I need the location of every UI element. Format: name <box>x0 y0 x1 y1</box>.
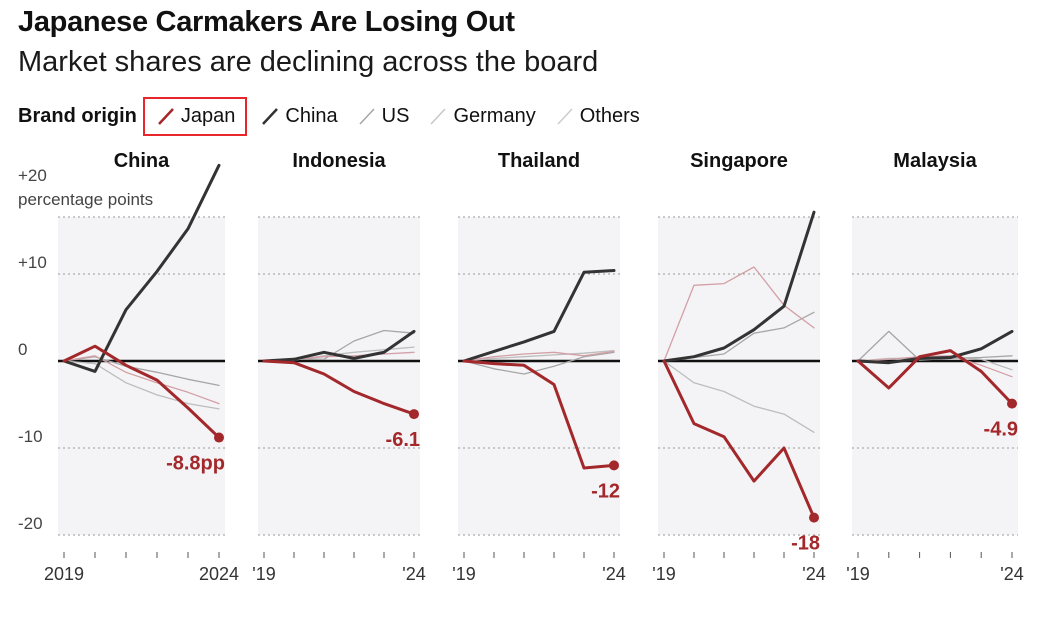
legend-swatch-us <box>359 108 375 125</box>
japan-end-point <box>214 432 224 443</box>
y-tick-label: 0 <box>18 340 27 359</box>
panel-title: Singapore <box>690 150 788 172</box>
series-line-germany <box>663 360 815 433</box>
japan-end-label: -8.8pp <box>166 453 225 475</box>
panel-background <box>852 217 1018 535</box>
panel-indonesia: Indonesia '19 '24 -6.1 <box>252 150 425 584</box>
legend-label-us: US <box>381 104 410 127</box>
legend-swatch-germany <box>430 108 447 125</box>
legend-swatch-japan <box>157 108 174 125</box>
x-tick-label: '19 <box>452 564 475 584</box>
legend-label-japan: Japan <box>180 104 236 127</box>
series-line-japan <box>662 359 816 520</box>
legend-item-japan[interactable]: Japan <box>142 96 248 136</box>
x-tick-label: '24 <box>402 564 425 584</box>
series-line-others <box>857 355 1013 378</box>
legend-item-china[interactable]: China <box>259 104 338 128</box>
japan-end-label: -4.9 <box>984 419 1018 441</box>
legend-label-others: Others <box>579 104 640 127</box>
japan-end-label: -6.1 <box>386 429 420 451</box>
panel-background <box>58 217 225 535</box>
japan-end-point <box>1007 398 1017 409</box>
series-line-china <box>856 329 1014 365</box>
y-tick-label: -20 <box>18 514 43 533</box>
x-tick-label: '19 <box>846 564 869 584</box>
small-multiples-chart: +20 +10 0 -10 -20 percentage points China 2019 2… <box>18 150 1024 584</box>
series-line-us <box>463 351 615 375</box>
series-line-china <box>462 269 616 363</box>
legend-swatch-others <box>557 108 573 125</box>
legend-item-others[interactable]: Others <box>554 105 640 128</box>
series-line-germany <box>63 360 220 410</box>
panel-background <box>258 217 420 535</box>
x-tick-label: '19 <box>252 564 275 584</box>
legend: Brand origin Japan China US Germany Othe… <box>18 96 658 136</box>
x-tick-label: 2024 <box>199 564 239 584</box>
series-line-japan <box>62 344 221 440</box>
panel-malaysia: Malaysia '19 '24 -4.9 <box>846 150 1023 584</box>
y-axis-unit-label: percentage points <box>18 190 153 209</box>
x-tick-label: 2019 <box>44 564 84 584</box>
panel-singapore: Singapore '19 '24 -18 <box>652 150 825 584</box>
panel-title: Malaysia <box>893 150 977 172</box>
panel-thailand: Thailand '19 '24 -12 <box>452 150 625 584</box>
x-tick-label: '19 <box>652 564 675 584</box>
japan-end-point <box>609 460 619 471</box>
x-tick-label: '24 <box>602 564 625 584</box>
chart-title: Japanese Carmakers Are Losing Out <box>18 6 515 38</box>
x-tick-label: '24 <box>1000 564 1023 584</box>
panel-title: Indonesia <box>292 150 386 172</box>
y-tick-label: +10 <box>18 253 47 272</box>
japan-end-label: -18 <box>791 533 820 555</box>
series-line-others <box>463 350 615 362</box>
x-tick-label: '24 <box>802 564 825 584</box>
series-line-others <box>63 355 220 405</box>
panel-title: China <box>114 150 170 172</box>
japan-end-point <box>409 409 419 420</box>
legend-label-china: China <box>285 104 338 127</box>
y-tick-label: +20 <box>18 166 47 185</box>
series-line-us <box>63 356 220 387</box>
legend-swatch-china <box>262 108 279 125</box>
series-line-china <box>262 329 416 363</box>
series-line-japan <box>462 359 616 470</box>
legend-item-germany[interactable]: Germany <box>427 104 536 128</box>
series-line-others <box>663 266 815 362</box>
legend-item-us[interactable]: US <box>356 104 410 128</box>
legend-label-germany: Germany <box>453 104 536 127</box>
series-line-japan <box>262 359 416 416</box>
series-line-china <box>662 210 816 363</box>
series-line-germany <box>463 349 615 362</box>
legend-title: Brand origin <box>18 104 137 127</box>
japan-end-label: -12 <box>591 480 620 502</box>
japan-end-point <box>809 512 819 523</box>
panel-china: China 2019 2024 -8.8pp <box>44 150 239 584</box>
chart-subtitle: Market shares are declining across the b… <box>18 46 599 78</box>
y-tick-label: -10 <box>18 427 43 446</box>
series-line-china <box>62 163 221 373</box>
series-line-japan <box>856 349 1014 406</box>
panel-title: Thailand <box>498 150 580 172</box>
